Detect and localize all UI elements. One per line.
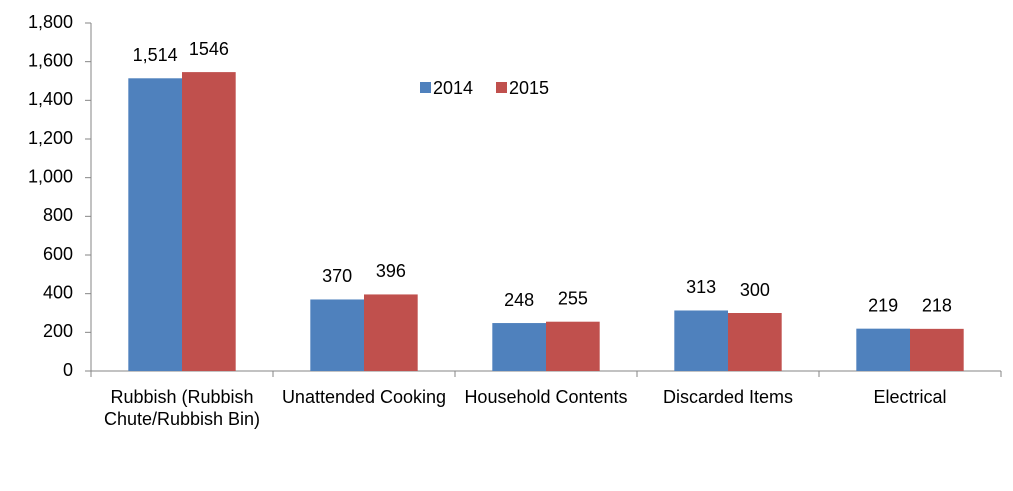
data-label: 248	[504, 290, 534, 310]
bar	[128, 78, 182, 371]
bar	[364, 294, 418, 371]
y-tick-label: 1,800	[28, 12, 73, 32]
bar	[856, 328, 910, 371]
bar	[728, 313, 782, 371]
data-label: 255	[558, 288, 588, 308]
x-tick-label: Household Contents	[464, 387, 628, 407]
bar	[546, 321, 600, 371]
bar	[674, 310, 728, 371]
bar	[492, 323, 546, 371]
legend-label: 2014	[433, 78, 473, 98]
legend-swatch	[420, 82, 431, 93]
y-tick-label: 1,400	[28, 89, 73, 109]
x-tick-label: Electrical	[873, 387, 947, 407]
y-tick-label: 1,000	[28, 166, 73, 186]
y-tick-label: 1,600	[28, 50, 73, 70]
y-tick-label: 0	[63, 360, 73, 380]
y-tick-label: 600	[43, 244, 73, 264]
data-label: 1,514	[133, 45, 178, 65]
legend-label: 2015	[509, 78, 549, 98]
y-tick-label: 1,200	[28, 128, 73, 148]
x-tick-label: Unattended Cooking	[281, 387, 447, 407]
bar	[310, 299, 364, 371]
data-label: 218	[922, 296, 952, 316]
y-tick-label: 800	[43, 205, 73, 225]
bar	[182, 72, 236, 372]
bar	[910, 328, 964, 371]
data-label: 1546	[189, 39, 229, 59]
y-tick-label: 400	[43, 282, 73, 302]
data-label: 313	[686, 277, 716, 297]
data-label: 396	[376, 261, 406, 281]
data-label: 300	[740, 280, 770, 300]
x-tick-label: Discarded Items	[662, 387, 794, 407]
data-label: 219	[868, 295, 898, 315]
y-tick-label: 200	[43, 321, 73, 341]
x-tick-label: Rubbish (Rubbish Chute/Rubbish Bin)	[103, 387, 261, 429]
data-label: 370	[322, 266, 352, 286]
legend-swatch	[496, 82, 507, 93]
